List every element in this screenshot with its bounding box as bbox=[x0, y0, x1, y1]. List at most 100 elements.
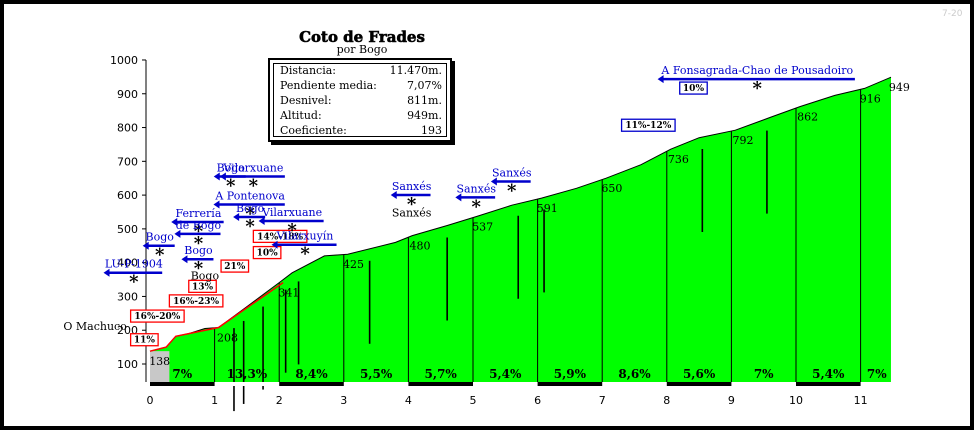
ramp-label-box bbox=[129, 333, 159, 347]
elevation-label: 591 bbox=[537, 202, 558, 215]
elevation-label: 341 bbox=[278, 287, 299, 300]
elevation-label: 138 bbox=[149, 355, 170, 368]
junction-asterisk: * bbox=[245, 203, 255, 224]
x-tick-label: 10 bbox=[789, 394, 803, 407]
place-label: Bogo bbox=[236, 202, 265, 215]
y-tick-label: 900 bbox=[117, 88, 138, 101]
direction-arrowhead bbox=[490, 177, 497, 186]
place-label: Vilarxuane bbox=[261, 206, 322, 219]
stats-label: Coeficiente: bbox=[280, 124, 347, 137]
ramp-label: 16%-20% bbox=[134, 312, 180, 322]
y-tick-label: 400 bbox=[117, 257, 138, 270]
ramp-label: 16%-23% bbox=[173, 297, 219, 307]
place-label: Sanxés bbox=[492, 167, 532, 180]
stats-value: 193 bbox=[421, 124, 442, 137]
direction-arrowhead bbox=[219, 172, 226, 181]
direction-arrowhead bbox=[233, 212, 240, 221]
place-label: LU-P-1904 bbox=[105, 258, 163, 271]
direction-arrowhead bbox=[181, 255, 188, 264]
direction-arrowhead bbox=[258, 217, 265, 226]
junction-asterisk: * bbox=[407, 194, 417, 215]
stats-row: Coeficiente: 193 bbox=[280, 124, 442, 140]
elevation-label: 208 bbox=[217, 332, 238, 345]
elevation-label: 792 bbox=[733, 134, 754, 147]
y-tick-label: 700 bbox=[117, 155, 138, 168]
ramp-label: 21% bbox=[224, 262, 246, 272]
segment-gradient-label: 5,4% bbox=[489, 367, 522, 381]
ramp-label-box bbox=[620, 118, 676, 132]
place-label: A Pontenova bbox=[214, 189, 285, 202]
direction-arrowhead bbox=[657, 75, 664, 84]
y-tick-label: 1000 bbox=[110, 54, 138, 67]
segment-gradient-label: 5,5% bbox=[360, 367, 393, 381]
place-label: Vilarxuane bbox=[222, 161, 283, 174]
elevation-label: 862 bbox=[797, 111, 818, 124]
junction-asterisk: * bbox=[155, 245, 165, 266]
direction-arrowhead bbox=[142, 241, 149, 250]
y-tick-label: 600 bbox=[117, 189, 138, 202]
junction-asterisk: * bbox=[194, 258, 204, 279]
x-tick-label: 6 bbox=[534, 394, 541, 407]
ramp-label-box bbox=[220, 259, 250, 273]
x-tick-label: 8 bbox=[663, 394, 670, 407]
bottom-strip-segment bbox=[731, 382, 796, 386]
segment-gradient-label: 13,3% bbox=[227, 367, 268, 381]
watermark: 7-20 bbox=[942, 9, 963, 19]
junction-asterisk: * bbox=[129, 272, 139, 293]
place-label: Sanxés bbox=[392, 180, 432, 193]
stats-value: 11.470m. bbox=[389, 64, 442, 77]
y-tick-label: 800 bbox=[117, 122, 138, 135]
x-tick-label: 1 bbox=[211, 394, 218, 407]
y-tick-label: 100 bbox=[117, 358, 138, 371]
elevation-label: 650 bbox=[601, 182, 622, 195]
bottom-strip-segment bbox=[214, 382, 280, 386]
bottom-strip-segment bbox=[473, 382, 538, 386]
bottom-strip-segment bbox=[602, 382, 667, 386]
junction-asterisk: * bbox=[194, 221, 204, 242]
stats-label: Pendiente media: bbox=[280, 79, 377, 92]
ramp-label-box bbox=[679, 81, 708, 95]
place-label: de Bogo bbox=[176, 219, 222, 232]
segment-gradient-label: 5,9% bbox=[554, 367, 587, 381]
junction-asterisk: * bbox=[300, 244, 310, 265]
ramp-label: 10% bbox=[683, 84, 705, 94]
direction-arrowhead bbox=[171, 218, 178, 227]
place-label: Ferrería bbox=[175, 207, 221, 220]
stats-value: 811m. bbox=[407, 94, 442, 107]
place-label: Bogo bbox=[146, 231, 175, 244]
junction-asterisk: * bbox=[287, 220, 297, 241]
ramp-label-box bbox=[188, 279, 217, 294]
elevation-label: 916 bbox=[860, 92, 881, 105]
segment-gradient-label: 5,4% bbox=[812, 367, 845, 381]
elevation-label: 537 bbox=[472, 220, 493, 233]
y-tick-label: 300 bbox=[117, 290, 138, 303]
x-tick-label: 4 bbox=[405, 394, 412, 407]
place-label: Bogo bbox=[191, 270, 220, 283]
elevation-label: 425 bbox=[343, 258, 364, 271]
segment-gradient-label: 7% bbox=[754, 367, 774, 381]
stats-label: Altitud: bbox=[280, 109, 322, 122]
place-label: Vilarxuyín bbox=[276, 230, 334, 243]
stats-row: Distancia: 11.470m. bbox=[280, 64, 442, 80]
elevation-label: 736 bbox=[668, 153, 689, 166]
place-label: O Machuco bbox=[63, 320, 127, 333]
direction-arrowhead bbox=[174, 229, 181, 238]
stats-row: Pendiente media: 7,07% bbox=[280, 79, 442, 95]
ramp-label: 11%-12% bbox=[625, 121, 671, 131]
segment-gradient-label: 7% bbox=[172, 367, 192, 381]
ramp-label: 10% bbox=[257, 249, 279, 259]
direction-arrowhead bbox=[213, 200, 220, 209]
segment-gradient-label: 7% bbox=[867, 367, 887, 381]
junction-asterisk: * bbox=[507, 181, 517, 202]
place-label: Sanxés bbox=[392, 206, 432, 219]
place-label: A Fonsagrada-Chao de Pousadoiro bbox=[660, 64, 853, 77]
junction-asterisk: * bbox=[753, 78, 763, 99]
ramp-label-box bbox=[252, 245, 282, 260]
place-label: Sanxés bbox=[456, 182, 496, 195]
bottom-strip-segment bbox=[860, 382, 926, 386]
profile-area bbox=[150, 77, 891, 382]
start-block bbox=[150, 351, 170, 382]
bottom-strip-segment bbox=[343, 382, 409, 386]
ramp-label-box bbox=[252, 229, 308, 244]
